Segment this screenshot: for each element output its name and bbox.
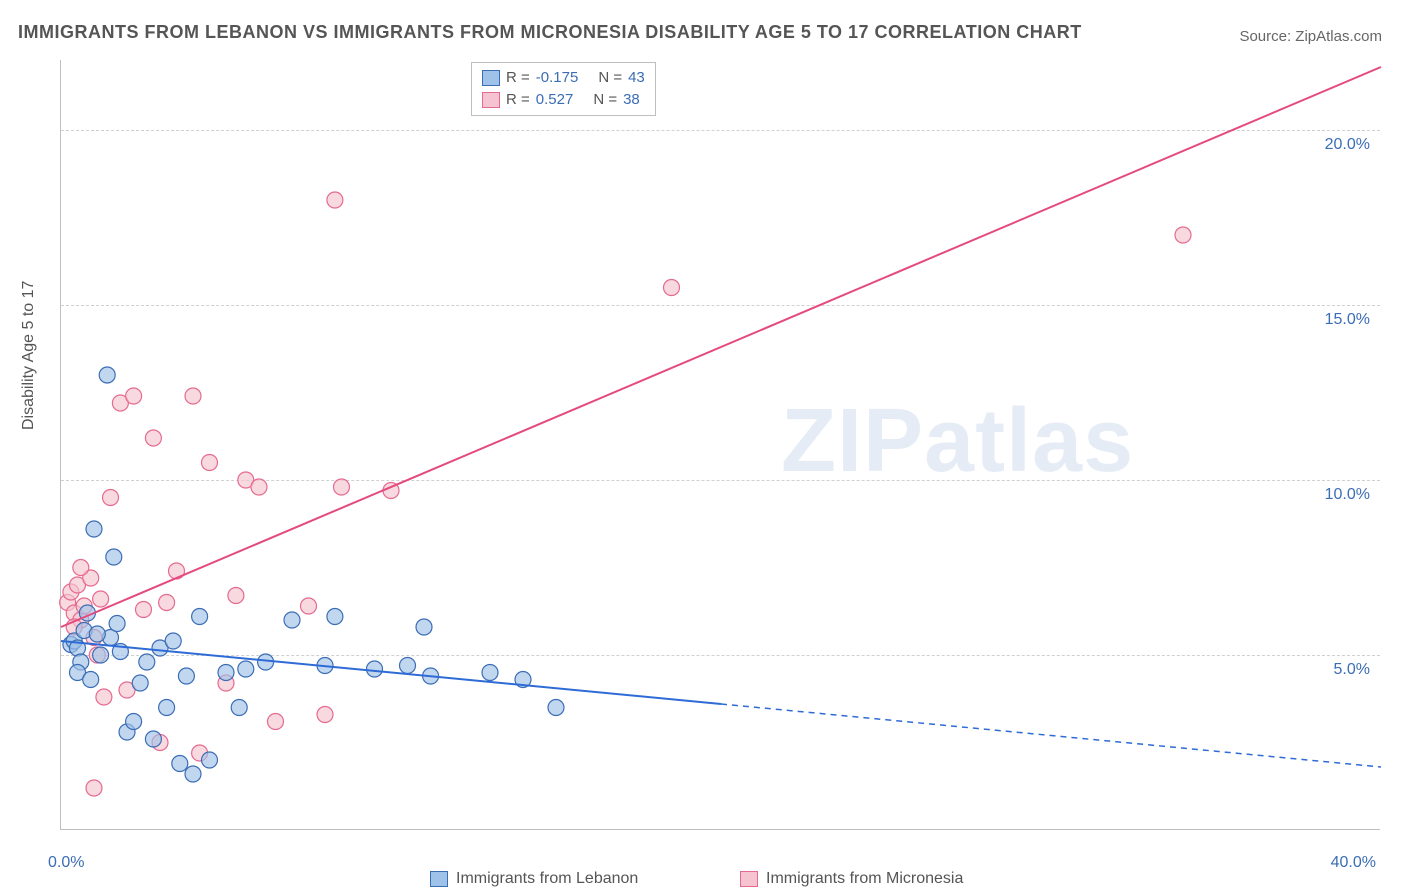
legend-row-micronesia: R = 0.527 N = 38 [482, 89, 645, 111]
data-point-lebanon [192, 609, 208, 625]
y-tick-label: 5.0% [1334, 661, 1370, 679]
r-value-lebanon: -0.175 [536, 67, 579, 89]
data-point-lebanon [367, 661, 383, 677]
plot-area: ZIPatlas R = -0.175 N = 43 R = 0.527 N =… [60, 60, 1380, 830]
regression-line-lebanon-solid [61, 641, 721, 704]
data-point-micronesia [103, 490, 119, 506]
data-point-lebanon [400, 658, 416, 674]
data-point-lebanon [139, 654, 155, 670]
n-value-micronesia: 38 [623, 89, 640, 111]
data-point-micronesia [664, 280, 680, 296]
data-point-lebanon [327, 609, 343, 625]
swatch-micronesia-icon [740, 871, 758, 887]
data-point-micronesia [145, 430, 161, 446]
data-point-micronesia [136, 602, 152, 618]
data-point-micronesia [327, 192, 343, 208]
y-tick-label: 20.0% [1325, 136, 1370, 154]
data-point-micronesia [73, 560, 89, 576]
r-label: R = [506, 67, 530, 89]
data-point-lebanon [284, 612, 300, 628]
data-point-micronesia [159, 595, 175, 611]
data-point-lebanon [482, 665, 498, 681]
data-point-lebanon [165, 633, 181, 649]
n-label: N = [593, 89, 617, 111]
data-point-micronesia [251, 479, 267, 495]
data-point-lebanon [231, 700, 247, 716]
r-label: R = [506, 89, 530, 111]
data-point-lebanon [83, 672, 99, 688]
data-point-micronesia [301, 598, 317, 614]
data-point-lebanon [132, 675, 148, 691]
data-point-lebanon [185, 766, 201, 782]
data-point-lebanon [89, 626, 105, 642]
data-point-lebanon [106, 549, 122, 565]
data-point-lebanon [145, 731, 161, 747]
data-point-lebanon [218, 665, 234, 681]
bottom-legend-micronesia: Immigrants from Micronesia [740, 870, 963, 888]
regression-line-micronesia [61, 67, 1381, 627]
data-point-lebanon [159, 700, 175, 716]
data-point-lebanon [109, 616, 125, 632]
data-point-lebanon [548, 700, 564, 716]
n-value-lebanon: 43 [628, 67, 645, 89]
data-point-lebanon [126, 714, 142, 730]
data-point-micronesia [185, 388, 201, 404]
regression-line-lebanon-dashed [721, 704, 1381, 767]
r-value-micronesia: 0.527 [536, 89, 574, 111]
swatch-lebanon [482, 70, 500, 86]
swatch-lebanon-icon [430, 871, 448, 887]
chart-title: IMMIGRANTS FROM LEBANON VS IMMIGRANTS FR… [18, 22, 1082, 43]
data-point-lebanon [202, 752, 218, 768]
swatch-micronesia [482, 92, 500, 108]
data-point-lebanon [178, 668, 194, 684]
data-point-lebanon [99, 367, 115, 383]
data-point-lebanon [86, 521, 102, 537]
source-attribution: Source: ZipAtlas.com [1239, 28, 1382, 45]
data-point-micronesia [86, 780, 102, 796]
data-point-micronesia [334, 479, 350, 495]
correlation-legend: R = -0.175 N = 43 R = 0.527 N = 38 [471, 62, 656, 116]
legend-label-lebanon: Immigrants from Lebanon [456, 870, 638, 888]
data-point-lebanon [93, 647, 109, 663]
data-point-lebanon [238, 661, 254, 677]
data-point-lebanon [416, 619, 432, 635]
data-point-micronesia [96, 689, 112, 705]
n-label: N = [598, 67, 622, 89]
legend-label-micronesia: Immigrants from Micronesia [766, 870, 963, 888]
y-tick-label: 10.0% [1325, 486, 1370, 504]
data-point-micronesia [268, 714, 284, 730]
data-point-micronesia [317, 707, 333, 723]
data-point-micronesia [1175, 227, 1191, 243]
x-tick-0: 0.0% [48, 854, 84, 872]
plot-svg [61, 60, 1380, 829]
bottom-legend-lebanon: Immigrants from Lebanon [430, 870, 638, 888]
data-point-micronesia [93, 591, 109, 607]
y-axis-title: Disability Age 5 to 17 [20, 281, 38, 430]
y-tick-label: 15.0% [1325, 311, 1370, 329]
data-point-lebanon [172, 756, 188, 772]
x-tick-40: 40.0% [1331, 854, 1376, 872]
data-point-micronesia [228, 588, 244, 604]
data-point-micronesia [126, 388, 142, 404]
legend-row-lebanon: R = -0.175 N = 43 [482, 67, 645, 89]
chart-container: IMMIGRANTS FROM LEBANON VS IMMIGRANTS FR… [0, 0, 1406, 892]
data-point-micronesia [202, 455, 218, 471]
